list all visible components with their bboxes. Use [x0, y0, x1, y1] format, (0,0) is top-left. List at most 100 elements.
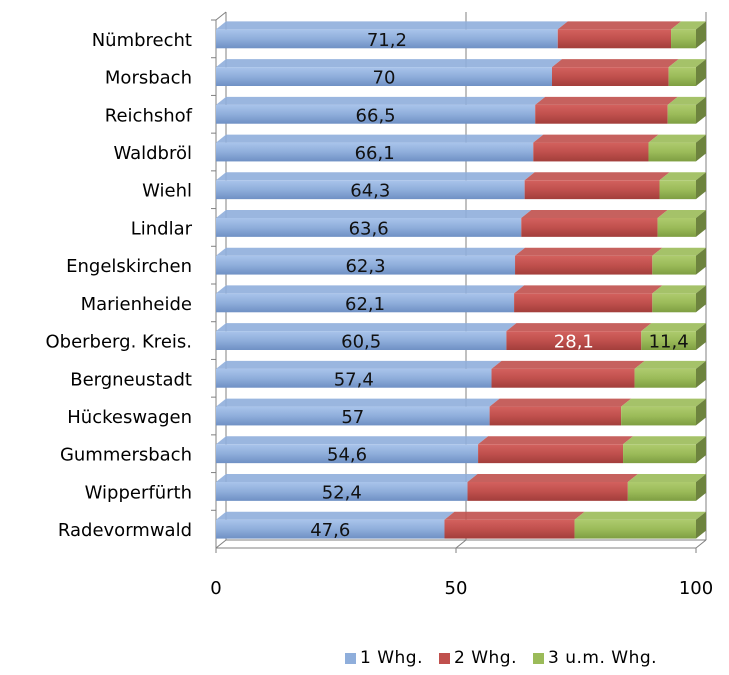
bar-top-face — [515, 247, 663, 256]
bar-segment — [623, 444, 696, 464]
bar-top-face — [216, 134, 544, 143]
data-label: 62,3 — [345, 256, 385, 277]
bar-segment — [467, 482, 628, 501]
category-label: Gummersbach — [60, 445, 192, 466]
bar-end-face — [696, 285, 706, 313]
data-label: 28,1 — [554, 332, 594, 353]
category-label: Wipperfürth — [85, 482, 192, 503]
bar-top-face — [478, 436, 634, 445]
bar-end-face — [696, 59, 706, 86]
bar-end-face — [696, 134, 706, 162]
bar-top-face — [491, 360, 645, 369]
category-label: Lindlar — [131, 218, 193, 239]
stacked-bar-chart: 0 50 100 Nümbrecht 71,2 Morsbach 70 Reichshof 66… — [45, 11, 713, 599]
bar-segment — [671, 29, 696, 49]
data-label: 70 — [373, 68, 396, 89]
bar-top-face — [467, 474, 638, 482]
bar-end-face — [696, 247, 706, 275]
data-label: 71,2 — [367, 30, 407, 51]
bar-end-face — [696, 474, 706, 501]
bar-end-face — [696, 96, 706, 124]
bar-segment — [216, 444, 479, 464]
data-label: 66,5 — [356, 105, 396, 126]
bar-top-face — [657, 210, 706, 218]
category-label: Reichshof — [105, 105, 193, 126]
legend-item-series-2: 2 Whg. — [439, 648, 517, 668]
bar-segment — [574, 519, 696, 539]
x-tick-label: 50 — [445, 578, 468, 599]
bar-segment — [216, 519, 445, 539]
bar-segment — [667, 104, 696, 124]
bar-top-face — [216, 323, 517, 332]
category-label: Hückeswagen — [67, 407, 192, 428]
bar-end-face — [696, 511, 706, 539]
data-label: 47,6 — [310, 520, 350, 541]
category-label: Wiehl — [142, 181, 192, 202]
axis-depth-bottom — [215, 539, 227, 549]
x-tick-label: 100 — [679, 578, 713, 599]
bar-segment — [648, 142, 696, 162]
bar-segment — [557, 29, 672, 49]
category-label: Bergneustadt — [70, 369, 192, 390]
legend: 1 Whg. 2 Whg. 3 u.m. Whg. — [345, 648, 657, 668]
bar-top-face — [444, 511, 585, 520]
category-label: Oberberg. Kreis. — [45, 332, 192, 353]
bar-segment — [216, 331, 507, 350]
bar-end-face — [696, 323, 706, 350]
gridline-floor — [455, 539, 467, 549]
gridline-floor — [695, 539, 707, 549]
bar-top-face — [524, 172, 670, 181]
bar-segment — [216, 482, 468, 501]
bar-segment — [216, 368, 492, 388]
bar-top-face — [489, 398, 632, 407]
bar-end-face — [696, 360, 706, 388]
bar-top-face — [557, 21, 682, 30]
data-label: 52,4 — [322, 482, 362, 503]
bar-top-face — [671, 21, 706, 30]
legend-label-series-2: 2 Whg. — [454, 648, 517, 668]
bar-segment — [524, 180, 660, 200]
bar-segment — [216, 218, 522, 237]
bar-segment — [478, 444, 624, 464]
legend-swatch-series-1 — [345, 652, 356, 664]
labels-layer: 0 50 100 Nümbrecht 71,2 Morsbach 70 Reichshof 66… — [45, 30, 713, 599]
bar-top-face — [648, 134, 706, 143]
category-label: Waldbröl — [113, 143, 192, 164]
bar-top-face — [514, 285, 663, 294]
bar-segment — [634, 368, 696, 388]
category-label: Radevormwald — [58, 520, 192, 541]
bar-top-face — [641, 323, 706, 332]
bar-segment — [216, 293, 515, 313]
bar-top-face — [667, 96, 706, 105]
data-label: 11,4 — [649, 332, 689, 353]
bar-segment — [491, 368, 635, 388]
bar-top-face — [659, 172, 706, 181]
bar-segment — [216, 406, 490, 426]
bar-end-face — [696, 210, 706, 237]
bar-segment — [216, 255, 516, 275]
bar-top-face — [216, 247, 526, 256]
bar-top-face — [216, 511, 455, 520]
bar-top-face — [216, 360, 502, 369]
bar-top-face — [216, 436, 489, 445]
legend-item-series-1: 1 Whg. — [345, 648, 423, 668]
bars-layer — [216, 21, 706, 539]
bar-top-face — [535, 96, 678, 105]
category-label: Nümbrecht — [92, 30, 192, 51]
bar-end-face — [696, 398, 706, 426]
data-label: 66,1 — [355, 143, 395, 164]
category-label: Morsbach — [105, 68, 192, 89]
bar-segment — [657, 218, 696, 237]
bar-top-face — [552, 59, 679, 68]
bar-top-face — [216, 398, 500, 407]
bar-segment — [652, 293, 696, 313]
bar-top-face — [506, 323, 652, 332]
legend-swatch-series-2 — [439, 652, 450, 664]
legend-label-series-3: 3 u.m. Whg. — [548, 648, 658, 668]
data-label: 62,1 — [345, 294, 385, 315]
data-label: 54,6 — [327, 445, 367, 466]
bar-top-face — [652, 247, 706, 256]
bar-top-face — [216, 172, 535, 181]
bar-end-face — [696, 436, 706, 464]
bar-top-face — [623, 436, 706, 445]
